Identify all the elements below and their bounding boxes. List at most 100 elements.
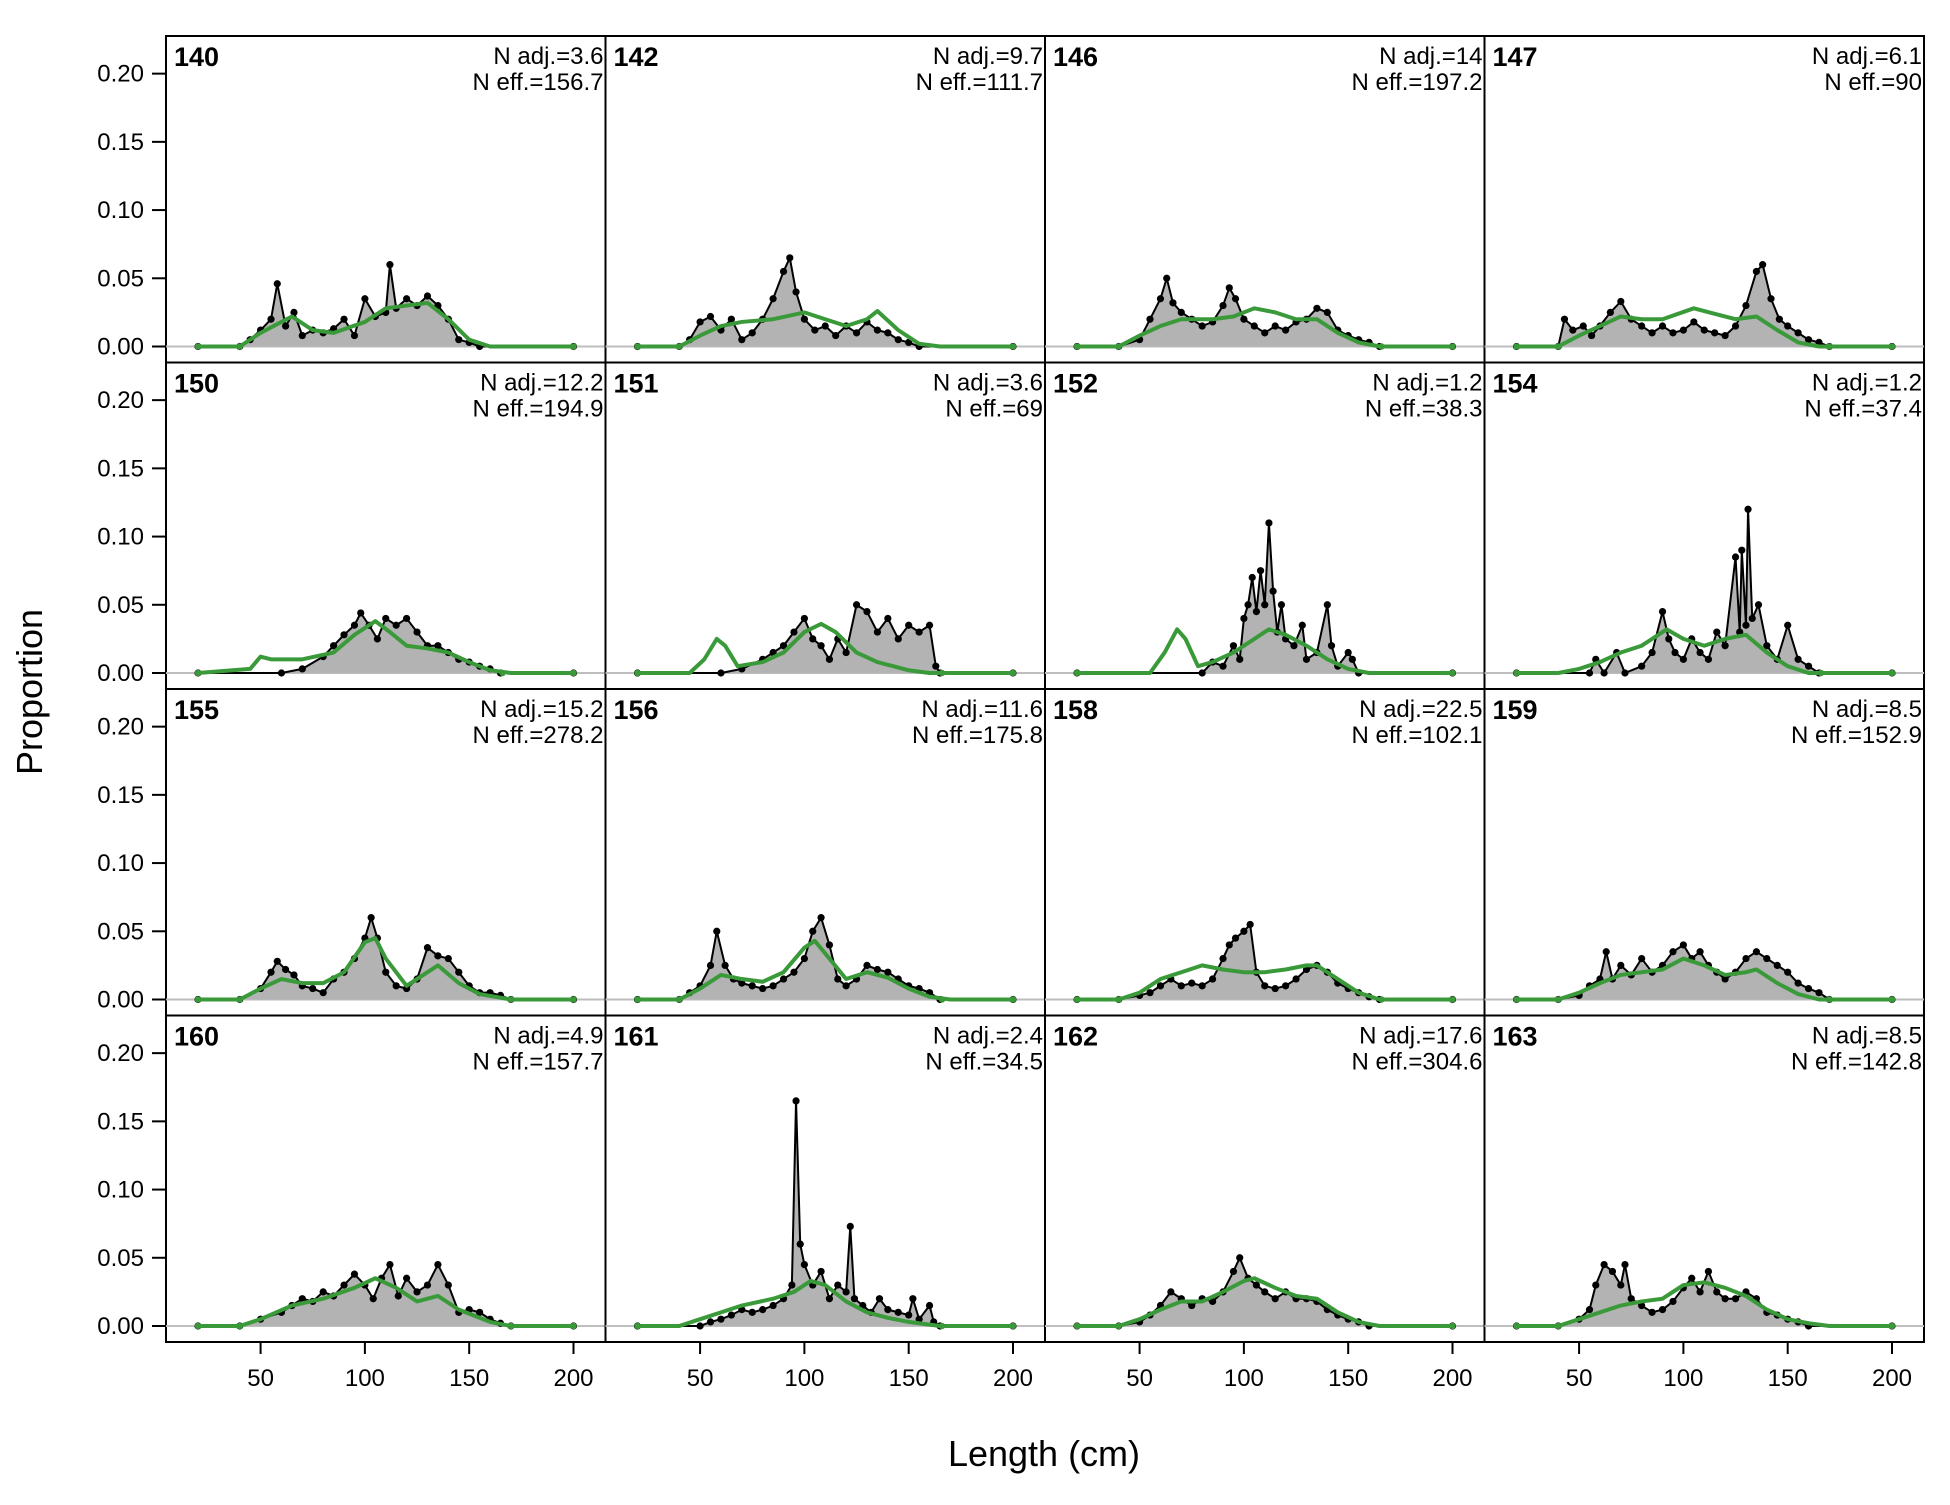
observed-point <box>834 975 842 983</box>
observed-point <box>1638 662 1646 670</box>
observed-area <box>198 917 574 1000</box>
expected-point <box>499 669 506 677</box>
observed-point <box>1688 1274 1696 1282</box>
observed-point <box>1219 954 1227 963</box>
observed-point <box>1721 642 1729 650</box>
expected-point <box>570 343 577 350</box>
observed-point <box>403 1274 411 1282</box>
expected-point <box>1115 1322 1122 1330</box>
expected-point <box>236 343 243 350</box>
panel-frame <box>604 361 1046 690</box>
observed-point <box>1198 669 1206 677</box>
observed-point <box>811 326 819 334</box>
panel-159: 159 N adj.=8.5N eff.=152.9 <box>1483 688 1925 1017</box>
observed-point <box>357 609 365 617</box>
expected-point <box>1513 996 1520 1003</box>
observed-point <box>800 614 808 623</box>
panel-label: 150 <box>174 369 219 399</box>
x-tick-label: 150 <box>449 1365 489 1392</box>
panel-label: 151 <box>614 369 659 399</box>
observed-point <box>1302 655 1311 663</box>
y-tick-label: 0.00 <box>97 334 144 361</box>
observed-point <box>1658 322 1667 330</box>
observed-point <box>1731 1295 1740 1303</box>
observed-point <box>1742 301 1750 310</box>
observed-point <box>350 331 359 340</box>
n-adj-label: N adj.=3.6 <box>493 43 603 70</box>
observed-point <box>1638 322 1646 330</box>
observed-point <box>1225 941 1233 949</box>
observed-point <box>748 1308 756 1316</box>
observed-point <box>403 295 411 303</box>
observed-point <box>1731 322 1740 330</box>
observed-point <box>1169 299 1177 307</box>
observed-point <box>373 635 382 643</box>
observed-point <box>444 1281 452 1289</box>
observed-point <box>386 1261 394 1269</box>
observed-point <box>1248 573 1256 582</box>
observed-point <box>1752 948 1761 956</box>
observed-point <box>1188 979 1196 987</box>
observed-point <box>1608 1267 1617 1276</box>
observed-point <box>1669 329 1677 337</box>
observed-point <box>1617 961 1625 969</box>
observed-point <box>423 944 432 952</box>
y-axis-title: Proportion <box>9 609 50 775</box>
observed-point <box>1621 1261 1629 1269</box>
observed-point <box>769 295 777 303</box>
observed-point <box>1231 295 1240 303</box>
observed-point <box>842 1288 850 1296</box>
observed-point <box>1815 989 1823 997</box>
observed-point <box>846 1222 854 1231</box>
panel-147: 147 N adj.=6.1N eff.=90 <box>1483 35 1925 364</box>
observed-point <box>832 331 840 340</box>
observed-point <box>792 1097 800 1105</box>
y-tick-label: 0.00 <box>97 1313 144 1340</box>
observed-point <box>842 648 850 657</box>
expected-point <box>634 343 641 350</box>
y-tick-label: 0.10 <box>97 524 144 551</box>
observed-point <box>267 968 275 976</box>
expected-point <box>1009 343 1017 350</box>
n-eff-label: N eff.=90 <box>1824 69 1922 96</box>
observed-point <box>706 1318 715 1326</box>
expected-point <box>938 669 946 677</box>
observed-point <box>1585 1306 1594 1314</box>
observed-point <box>1794 979 1802 987</box>
observed-point <box>727 1311 735 1319</box>
panel-158: 158 N adj.=22.5N eff.=102.1 <box>1044 688 1486 1017</box>
observed-point <box>792 288 800 296</box>
observed-point <box>1163 274 1171 282</box>
observed-area <box>1077 522 1453 673</box>
panel-frame <box>1044 688 1486 1017</box>
observed-point <box>1269 587 1277 595</box>
expected-point <box>570 669 577 677</box>
n-eff-label: N eff.=102.1 <box>1352 722 1483 749</box>
observed-point <box>1240 315 1248 323</box>
expected-point <box>1073 343 1081 350</box>
observed-area <box>198 264 574 347</box>
observed-point <box>273 957 281 965</box>
observed-point <box>1784 968 1792 976</box>
expected-line <box>637 938 1013 1002</box>
observed-point <box>884 968 892 976</box>
observed-point <box>779 642 788 650</box>
expected-point <box>1555 1322 1562 1330</box>
observed-point <box>909 1295 917 1303</box>
n-eff-label: N eff.=69 <box>945 396 1043 423</box>
n-eff-label: N eff.=34.5 <box>925 1049 1043 1076</box>
panel-162: 162 N adj.=17.6N eff.=304.6 50 100 150 200 <box>1044 1014 1486 1392</box>
observed-point <box>1648 648 1656 657</box>
observed-point <box>1696 948 1704 956</box>
expected-point <box>1888 669 1896 677</box>
observed-point <box>273 280 281 288</box>
observed-point <box>444 954 452 963</box>
observed-point <box>1569 326 1577 334</box>
observed-point <box>282 965 290 974</box>
panel-label: 140 <box>174 42 219 72</box>
observed-point <box>713 927 721 935</box>
expected-point <box>194 996 202 1003</box>
expected-point <box>1073 1322 1081 1330</box>
observed-point <box>1252 1281 1261 1289</box>
